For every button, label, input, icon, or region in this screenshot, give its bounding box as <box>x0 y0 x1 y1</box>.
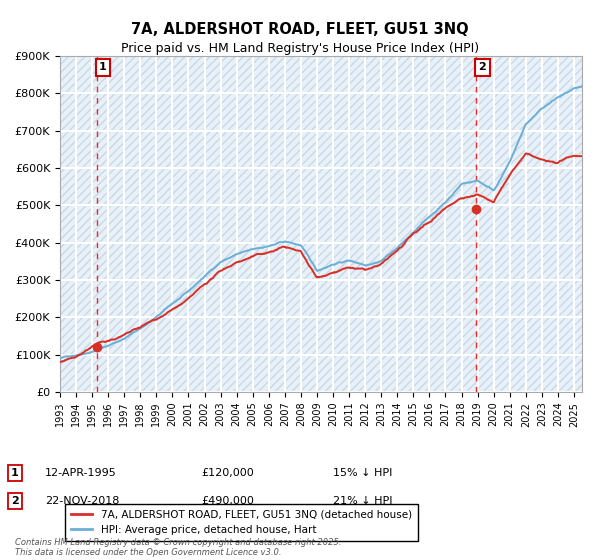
Text: Contains HM Land Registry data © Crown copyright and database right 2025.
This d: Contains HM Land Registry data © Crown c… <box>15 538 341 557</box>
Text: 15% ↓ HPI: 15% ↓ HPI <box>333 468 392 478</box>
Text: 12-APR-1995: 12-APR-1995 <box>45 468 117 478</box>
Text: Price paid vs. HM Land Registry's House Price Index (HPI): Price paid vs. HM Land Registry's House … <box>121 42 479 55</box>
Text: 2: 2 <box>11 496 19 506</box>
Text: 2: 2 <box>479 62 486 72</box>
Text: £490,000: £490,000 <box>201 496 254 506</box>
Text: 7A, ALDERSHOT ROAD, FLEET, GU51 3NQ: 7A, ALDERSHOT ROAD, FLEET, GU51 3NQ <box>131 22 469 38</box>
Text: £120,000: £120,000 <box>201 468 254 478</box>
Legend: 7A, ALDERSHOT ROAD, FLEET, GU51 3NQ (detached house), HPI: Average price, detach: 7A, ALDERSHOT ROAD, FLEET, GU51 3NQ (det… <box>65 503 418 542</box>
Text: 22-NOV-2018: 22-NOV-2018 <box>45 496 119 506</box>
Text: 21% ↓ HPI: 21% ↓ HPI <box>333 496 392 506</box>
Text: 1: 1 <box>11 468 19 478</box>
Text: 1: 1 <box>99 62 107 72</box>
